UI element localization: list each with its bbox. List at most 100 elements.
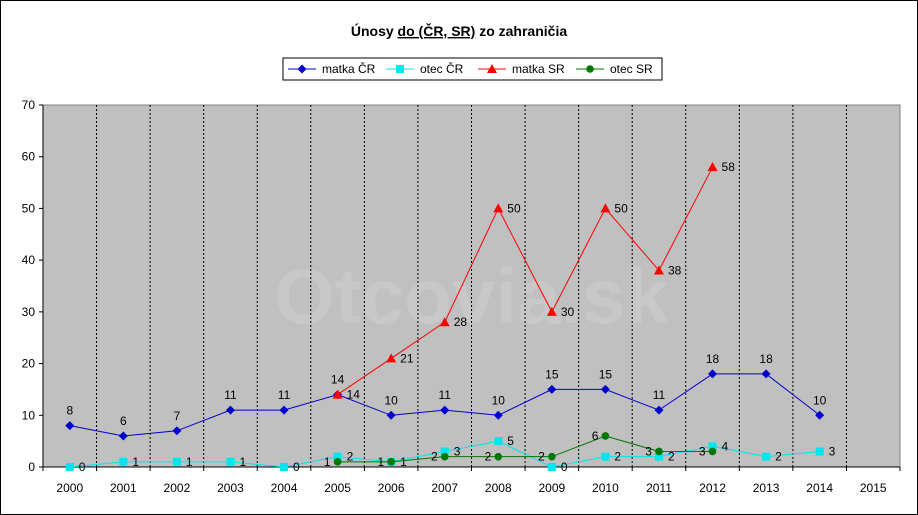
- x-tick-label: 2011: [646, 481, 672, 495]
- data-point: [815, 447, 824, 456]
- data-point: [655, 447, 663, 456]
- data-label: 15: [545, 367, 559, 381]
- series-line: [337, 435, 713, 463]
- data-point: [708, 447, 717, 456]
- data-label: 1: [324, 455, 331, 469]
- legend-box: [282, 57, 663, 81]
- data-label: 38: [668, 263, 682, 277]
- data-label: 3: [645, 444, 652, 458]
- legend-marker: [487, 64, 497, 73]
- data-label: 1: [239, 455, 246, 469]
- data-point: [65, 463, 74, 471]
- series-0: 8 6 7 11 11 14 10 11 10 15 15 11 18 18 10: [65, 352, 827, 441]
- data-point: [493, 203, 504, 213]
- data-label: 6: [592, 429, 599, 443]
- y-tick-label: 30: [22, 305, 36, 319]
- x-tick-label: 2013: [753, 481, 780, 495]
- x-tick-label: 2004: [271, 481, 298, 495]
- legend: matka ČR otec ČR matka SR otec SR: [282, 57, 663, 81]
- data-point: [493, 410, 503, 420]
- data-label: 58: [722, 160, 736, 174]
- data-point: [547, 384, 557, 394]
- series-3: 1 1 2 2 2 6 3 3: [324, 429, 717, 469]
- data-point: [386, 410, 396, 420]
- data-label: 1: [400, 455, 407, 469]
- data-point: [280, 463, 289, 471]
- x-tick-label: 2010: [592, 481, 619, 495]
- data-label: 10: [492, 393, 506, 407]
- x-tick-label: 2002: [164, 481, 191, 495]
- data-label: 3: [829, 444, 836, 458]
- data-point: [172, 426, 182, 436]
- data-point: [600, 203, 611, 213]
- data-point: [494, 437, 503, 446]
- data-label: 11: [438, 388, 451, 402]
- data-label: 14: [331, 373, 345, 387]
- data-label: 1: [377, 455, 384, 469]
- series-line: [337, 166, 713, 396]
- data-point: [494, 452, 503, 461]
- x-tick-label: 2015: [860, 481, 887, 495]
- data-label: 5: [507, 434, 514, 448]
- data-point: [548, 452, 556, 461]
- data-label: 8: [66, 404, 73, 418]
- data-point: [601, 432, 610, 440]
- data-label: 2: [538, 450, 545, 464]
- x-tick-label: 2008: [485, 481, 512, 495]
- data-label: 2: [614, 450, 621, 464]
- data-point: [546, 306, 557, 316]
- data-label: 21: [400, 351, 414, 365]
- data-point: [707, 162, 718, 172]
- x-tick-label: 2003: [217, 481, 244, 495]
- data-label: 2: [431, 450, 438, 464]
- data-label: 10: [384, 393, 398, 407]
- y-tick-label: 60: [22, 150, 36, 164]
- legend-label: matka ČR: [322, 61, 376, 76]
- data-label: 0: [293, 460, 300, 474]
- data-point: [708, 442, 717, 451]
- data-point: [439, 317, 450, 327]
- data-label: 2: [485, 450, 492, 464]
- data-point: [815, 410, 825, 420]
- y-tick-label: 40: [22, 253, 36, 267]
- data-point: [333, 452, 342, 461]
- data-label: 18: [706, 352, 720, 366]
- data-point: [333, 458, 342, 466]
- x-tick-label: 2007: [431, 481, 458, 495]
- data-label: 30: [561, 305, 575, 319]
- data-label: 2: [668, 450, 675, 464]
- data-label: 3: [454, 444, 461, 458]
- legend-marker: [396, 65, 404, 73]
- series-2: 14 21 28 50 30 50 38 58: [332, 160, 736, 402]
- data-label: 2: [775, 450, 782, 464]
- data-point: [386, 353, 397, 363]
- legend-label: otec SR: [610, 62, 653, 76]
- x-tick-label: 2000: [56, 481, 83, 495]
- data-point: [119, 457, 128, 466]
- legend-marker: [297, 64, 307, 74]
- data-point: [761, 369, 771, 379]
- data-label: 11: [278, 388, 291, 402]
- y-tick-label: 20: [22, 357, 36, 371]
- data-point: [654, 452, 663, 461]
- data-point: [332, 389, 343, 399]
- data-point: [600, 384, 610, 394]
- data-label: 28: [454, 315, 468, 329]
- y-tick-label: 70: [22, 98, 36, 112]
- data-point: [226, 457, 235, 466]
- x-tick-label: 2012: [699, 481, 726, 495]
- data-label: 0: [79, 460, 86, 474]
- x-tick-label: 2005: [324, 481, 351, 495]
- data-label: 4: [722, 439, 729, 453]
- data-point: [654, 405, 664, 415]
- x-tick-label: 2006: [378, 481, 405, 495]
- data-label: 15: [599, 367, 613, 381]
- legend-label: otec ČR: [420, 61, 464, 76]
- data-point: [762, 452, 771, 461]
- data-point: [225, 405, 235, 415]
- data-label: 1: [132, 455, 139, 469]
- data-label: 7: [174, 409, 181, 423]
- data-point: [440, 447, 449, 456]
